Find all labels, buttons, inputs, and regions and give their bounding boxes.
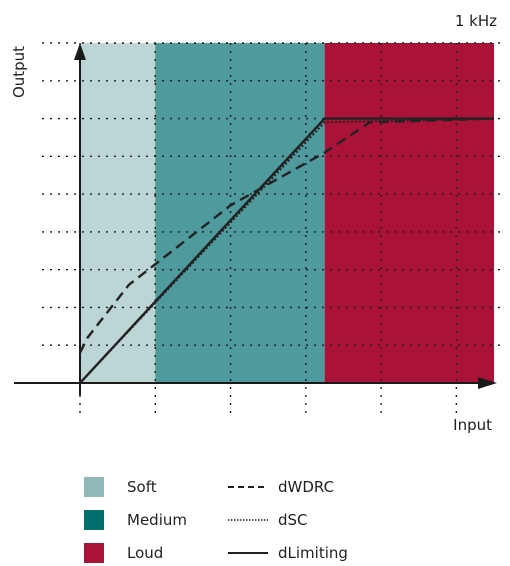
legend-label-dwdrc: dWDRC [278,477,334,497]
region-loud [325,43,494,383]
compression-chart: 1 kHz Output Input [0,0,510,440]
legend-label-soft: Soft [127,477,157,497]
legend-line-dlimiting [228,543,268,563]
legend-swatch-soft [84,477,104,497]
y-axis-label: Output [10,46,28,98]
x-axis-label: Input [453,416,492,434]
legend-label-dsc: dSC [278,510,308,530]
legend-line-dwdrc [228,477,268,497]
chart-title: 1 kHz [455,12,497,30]
legend-label-loud: Loud [127,543,163,563]
legend-label-dlimiting: dLimiting [278,543,348,563]
legend-label-medium: Medium [127,510,187,530]
legend-swatch-medium [84,510,104,530]
legend-line-dsc [228,510,268,530]
legend-swatch-loud [84,543,104,563]
